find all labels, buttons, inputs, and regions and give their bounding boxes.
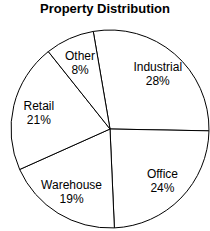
data-label: 19%	[60, 192, 84, 206]
title: Property Distribution	[40, 1, 170, 16]
slice	[93, 30, 209, 131]
data-label: 28%	[146, 74, 170, 88]
data-label: 8%	[71, 63, 89, 77]
slice-label: Industrial	[133, 60, 182, 74]
slice-label: Warehouse	[41, 178, 102, 192]
pie	[11, 30, 209, 228]
labels: Industrial28% Office24% Warehouse19% Retail…	[23, 49, 182, 206]
data-label: 21%	[27, 113, 51, 127]
chart: Property Distribution Industrial28% Office…	[0, 0, 210, 231]
slice-label: Office	[147, 167, 178, 181]
slice-label: Other	[65, 49, 95, 63]
slice-label: Retail	[23, 99, 54, 113]
data-label: 24%	[150, 181, 174, 195]
slice	[48, 31, 110, 129]
slice	[110, 129, 209, 228]
